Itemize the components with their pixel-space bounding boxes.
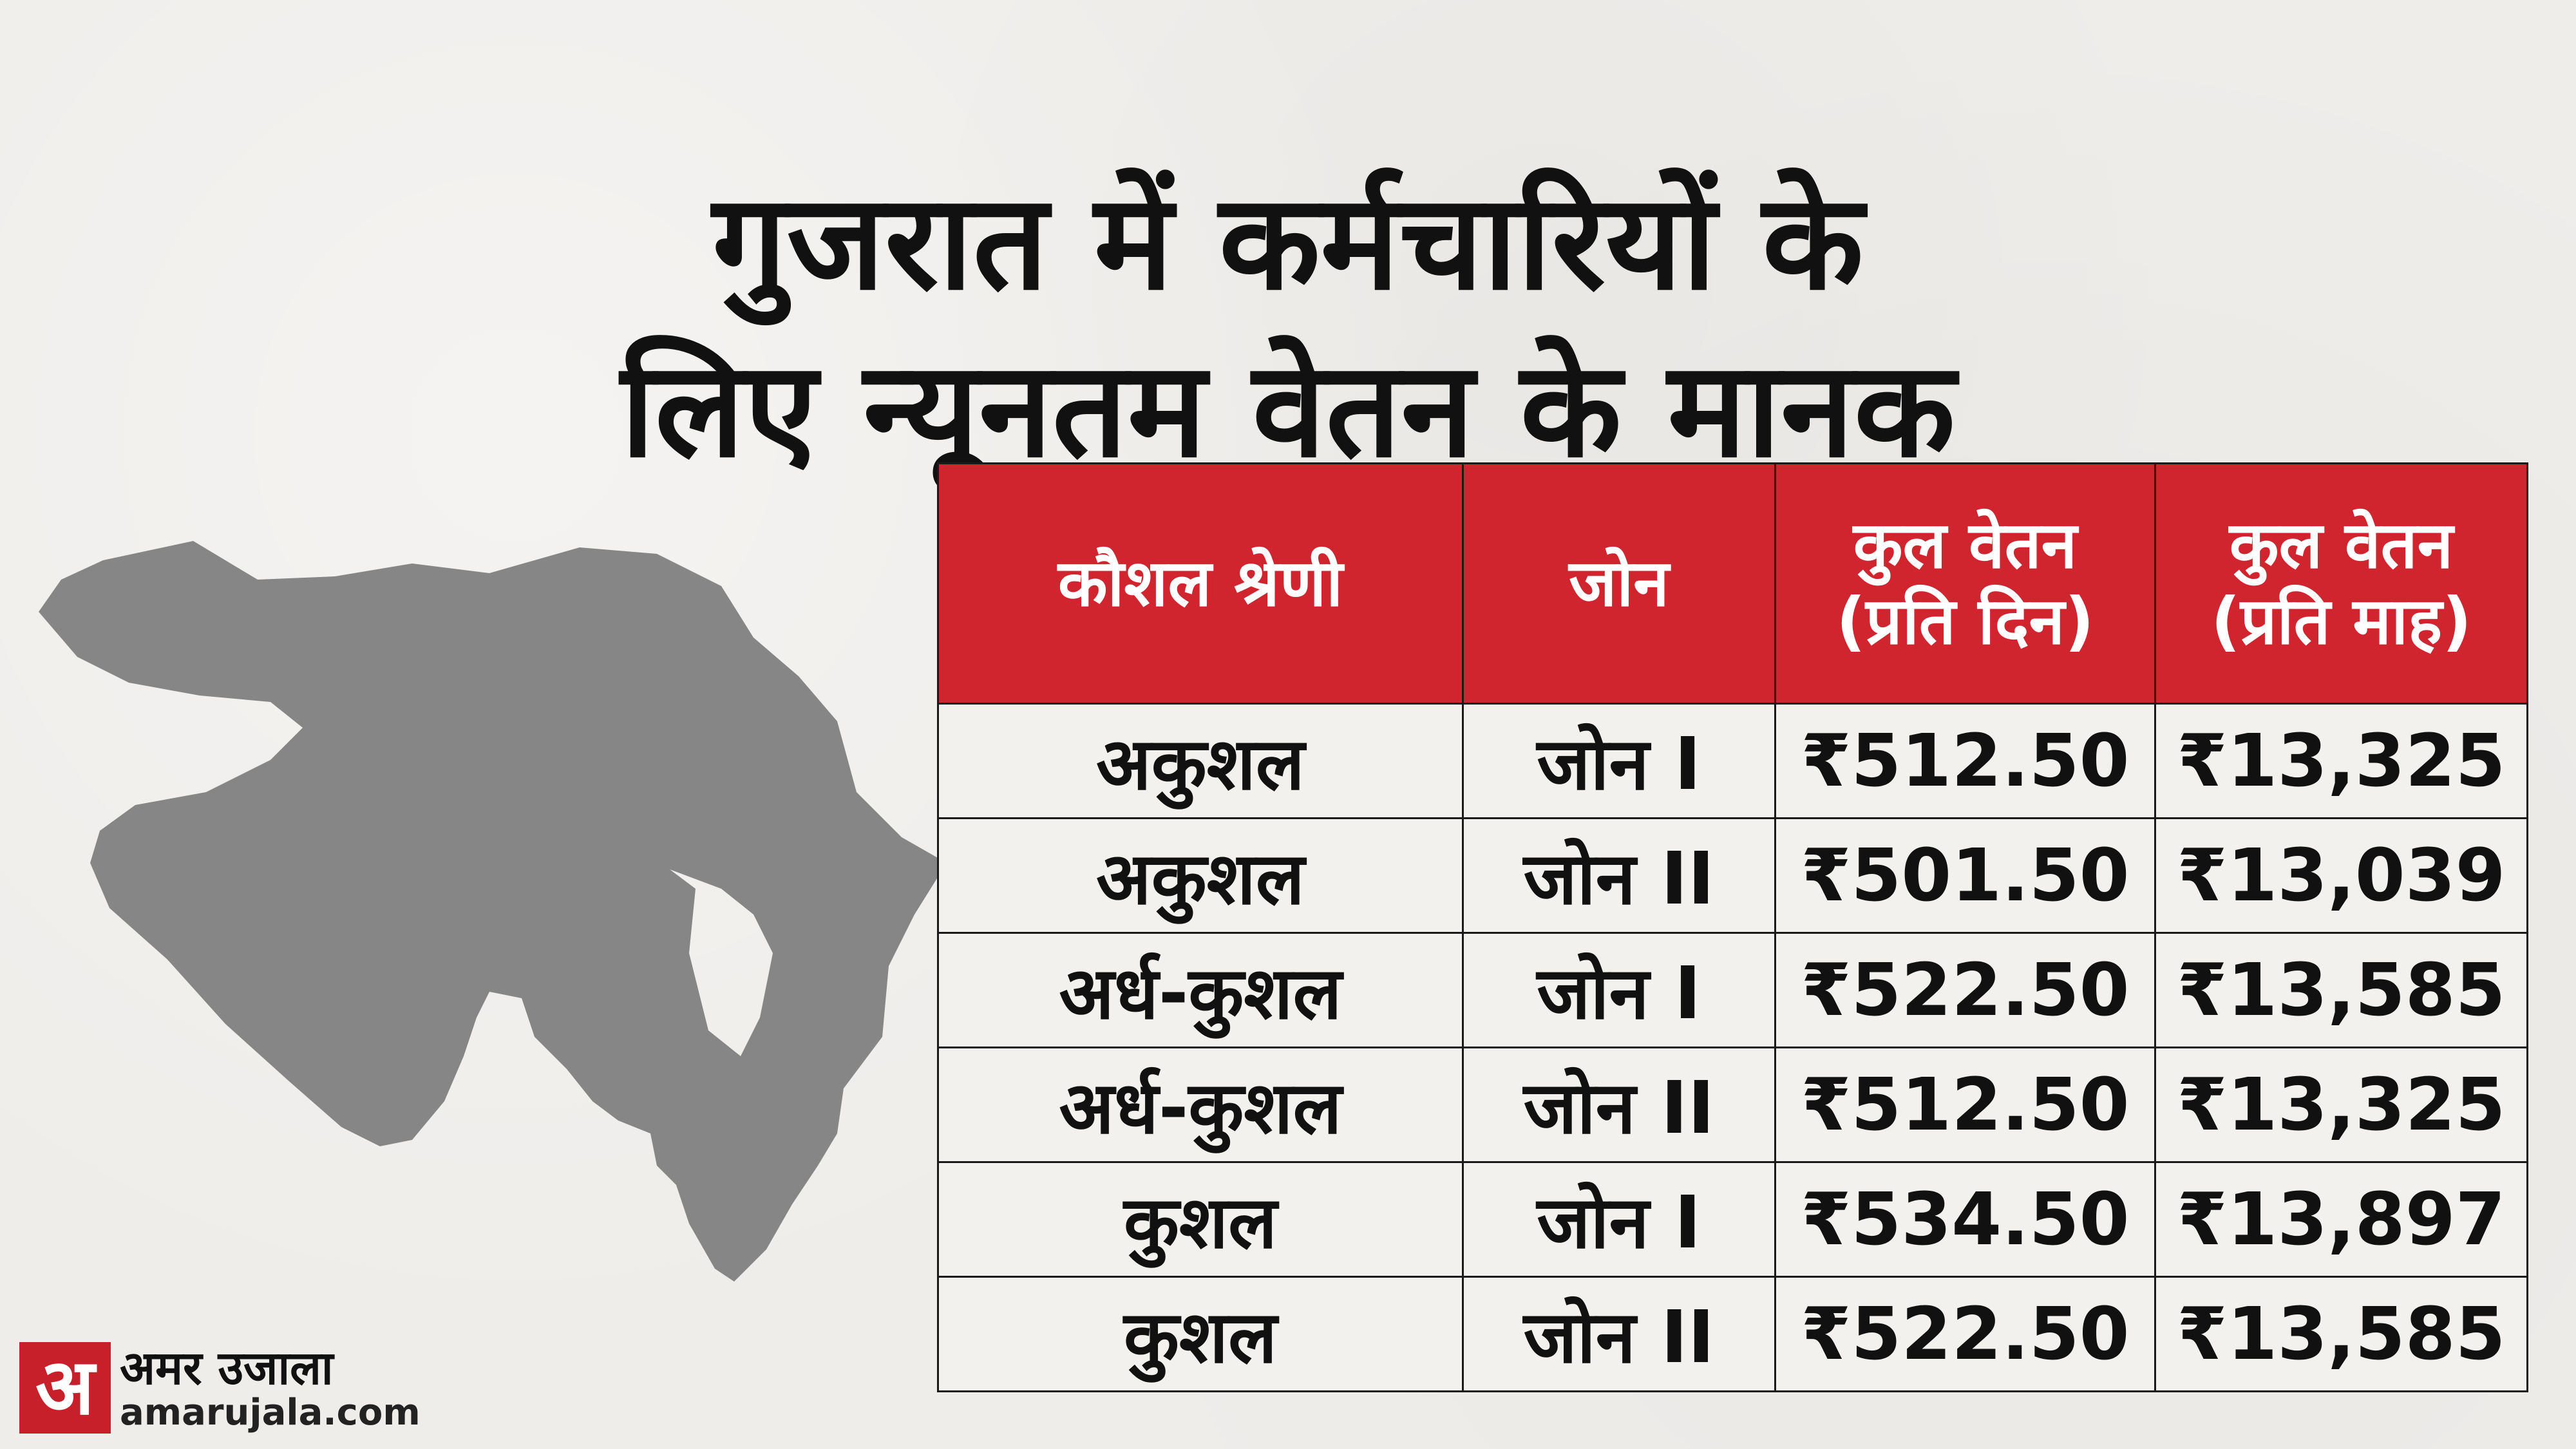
gujarat-map-icon xyxy=(39,541,947,1282)
cell-zone: जोन I xyxy=(1462,932,1776,1048)
header-zone: जोन xyxy=(1462,462,1776,705)
cell-zone: जोन II xyxy=(1462,1046,1776,1163)
cell-zone: जोन II xyxy=(1462,817,1776,934)
cell-wage-month: ₹13,585 xyxy=(2154,932,2528,1048)
cell-skill: कुशल xyxy=(937,1161,1464,1278)
headline-line-1: गुजरात में कर्मचारियों के xyxy=(712,166,1864,320)
brand-name-hindi: अमर उजाला xyxy=(120,1341,334,1395)
cell-wage-day: ₹512.50 xyxy=(1774,703,2156,819)
cell-wage-month: ₹13,039 xyxy=(2154,817,2528,934)
table-row: अकुशल जोन II ₹501.50 ₹13,039 xyxy=(937,817,2528,934)
cell-skill: अर्ध-कुशल xyxy=(937,1046,1464,1163)
cell-wage-day: ₹522.50 xyxy=(1774,1276,2156,1392)
minimum-wage-table: कौशल श्रेणी जोन कुल वेतन (प्रति दिन) कुल… xyxy=(937,462,2528,1392)
table-row: अर्ध-कुशल जोन II ₹512.50 ₹13,325 xyxy=(937,1046,2528,1163)
cell-skill: अर्ध-कुशल xyxy=(937,932,1464,1048)
table-row: कुशल जोन II ₹522.50 ₹13,585 xyxy=(937,1276,2528,1392)
cell-wage-day: ₹522.50 xyxy=(1774,932,2156,1048)
table-row: अर्ध-कुशल जोन I ₹522.50 ₹13,585 xyxy=(937,932,2528,1048)
cell-wage-day: ₹501.50 xyxy=(1774,817,2156,934)
header-total-wage-per-day: कुल वेतन (प्रति दिन) xyxy=(1774,462,2156,705)
cell-wage-day: ₹512.50 xyxy=(1774,1046,2156,1163)
cell-wage-month: ₹13,897 xyxy=(2154,1161,2528,1278)
table-row: कुशल जोन I ₹534.50 ₹13,897 xyxy=(937,1161,2528,1278)
cell-skill: कुशल xyxy=(937,1276,1464,1392)
gujarat-map-shape xyxy=(39,541,947,1282)
header-total-wage-per-month: कुल वेतन (प्रति माह) xyxy=(2154,462,2528,705)
cell-wage-day: ₹534.50 xyxy=(1774,1161,2156,1278)
amar-ujala-logo-mark: अ xyxy=(19,1342,111,1434)
cell-skill: अकुशल xyxy=(937,817,1464,934)
cell-zone: जोन II xyxy=(1462,1276,1776,1392)
cell-wage-month: ₹13,325 xyxy=(2154,1046,2528,1163)
table-row: अकुशल जोन I ₹512.50 ₹13,325 xyxy=(937,703,2528,819)
cell-wage-month: ₹13,585 xyxy=(2154,1276,2528,1392)
cell-zone: जोन I xyxy=(1462,703,1776,819)
cell-skill: अकुशल xyxy=(937,703,1464,819)
headline-line-2: लिए न्यूनतम वेतन के मानक xyxy=(620,334,1956,488)
amar-ujala-logo: अ अमर उजाला amarujala.com xyxy=(19,1340,421,1436)
cell-wage-month: ₹13,325 xyxy=(2154,703,2528,819)
amar-ujala-logo-text: अमर उजाला amarujala.com xyxy=(120,1343,421,1433)
brand-url: amarujala.com xyxy=(120,1392,421,1434)
header-skill-category: कौशल श्रेणी xyxy=(937,462,1464,705)
table-header-row: कौशल श्रेणी जोन कुल वेतन (प्रति दिन) कुल… xyxy=(937,462,2528,705)
cell-zone: जोन I xyxy=(1462,1161,1776,1278)
headline: गुजरात में कर्मचारियों के लिए न्यूनतम वे… xyxy=(0,159,2576,494)
